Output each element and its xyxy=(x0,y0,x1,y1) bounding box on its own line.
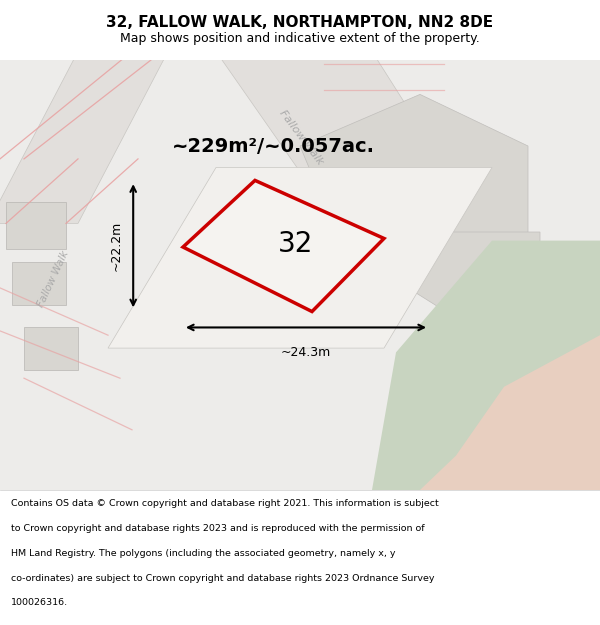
Text: Contains OS data © Crown copyright and database right 2021. This information is : Contains OS data © Crown copyright and d… xyxy=(11,499,439,509)
Polygon shape xyxy=(24,327,78,369)
Polygon shape xyxy=(6,202,66,249)
Text: co-ordinates) are subject to Crown copyright and database rights 2023 Ordnance S: co-ordinates) are subject to Crown copyr… xyxy=(11,574,434,582)
Text: ~229m²/~0.057ac.: ~229m²/~0.057ac. xyxy=(172,136,374,156)
Text: HM Land Registry. The polygons (including the associated geometry, namely x, y: HM Land Registry. The polygons (includin… xyxy=(11,549,395,558)
Text: to Crown copyright and database rights 2023 and is reproduced with the permissio: to Crown copyright and database rights 2… xyxy=(11,524,424,533)
Polygon shape xyxy=(0,51,168,223)
Text: ~24.3m: ~24.3m xyxy=(281,346,331,359)
Text: 32: 32 xyxy=(278,231,313,258)
Text: Map shows position and indicative extent of the property.: Map shows position and indicative extent… xyxy=(120,32,480,45)
Text: 100026316.: 100026316. xyxy=(11,598,68,608)
Text: Fallow Walk: Fallow Walk xyxy=(35,249,70,309)
Polygon shape xyxy=(360,232,540,318)
Polygon shape xyxy=(12,262,66,305)
Polygon shape xyxy=(300,94,528,284)
Text: 32, FALLOW WALK, NORTHAMPTON, NN2 8DE: 32, FALLOW WALK, NORTHAMPTON, NN2 8DE xyxy=(106,15,494,30)
Text: Fallow Walk: Fallow Walk xyxy=(277,108,325,167)
Polygon shape xyxy=(0,60,600,490)
Polygon shape xyxy=(216,51,492,241)
Polygon shape xyxy=(108,168,492,348)
Text: ~22.2m: ~22.2m xyxy=(109,221,122,271)
Polygon shape xyxy=(183,181,384,311)
Polygon shape xyxy=(372,241,600,490)
Polygon shape xyxy=(420,335,600,490)
